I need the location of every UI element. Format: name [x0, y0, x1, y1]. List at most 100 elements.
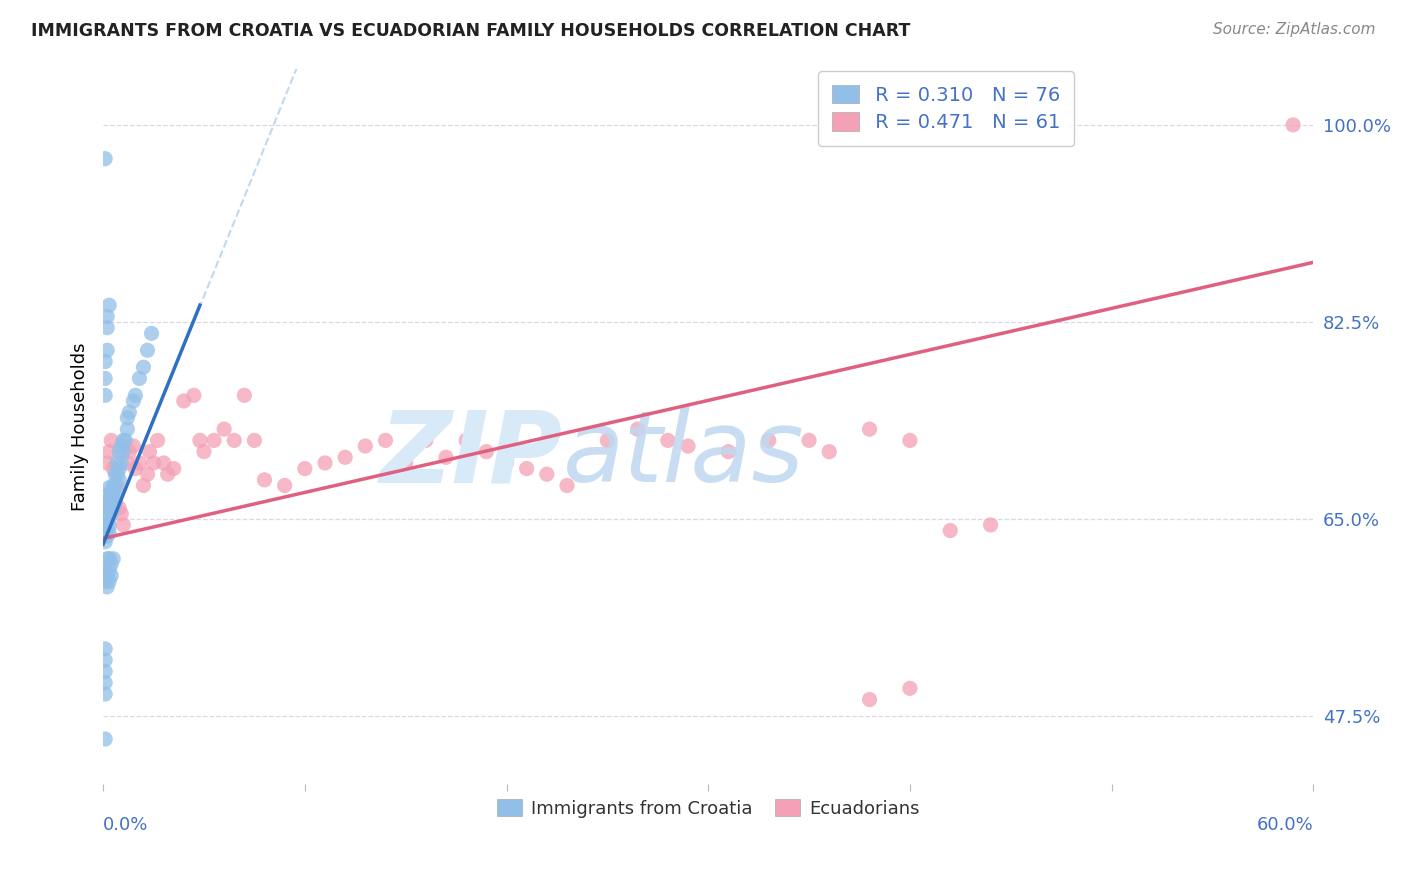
- Point: [98, 501, 121, 516]
- Point: [717, 444, 740, 458]
- Point: [114, 434, 136, 448]
- Point: [104, 490, 127, 504]
- Point: [797, 434, 820, 448]
- Point: [122, 394, 145, 409]
- Point: [333, 450, 356, 465]
- Point: [96, 495, 118, 509]
- Point: [122, 439, 145, 453]
- Point: [100, 491, 122, 506]
- Point: [98, 487, 121, 501]
- Point: [132, 360, 155, 375]
- Point: [117, 456, 139, 470]
- Point: [858, 692, 880, 706]
- Point: [94, 354, 117, 368]
- Point: [110, 507, 132, 521]
- Point: [141, 326, 163, 341]
- Point: [156, 467, 179, 482]
- Point: [96, 310, 118, 324]
- Text: atlas: atlas: [562, 407, 804, 503]
- Point: [626, 422, 648, 436]
- Point: [105, 467, 128, 482]
- Point: [96, 501, 118, 516]
- Point: [136, 467, 159, 482]
- Point: [94, 675, 117, 690]
- Point: [105, 478, 128, 492]
- Point: [100, 484, 122, 499]
- Point: [142, 456, 165, 470]
- Point: [94, 512, 117, 526]
- Point: [104, 478, 127, 492]
- Point: [112, 517, 135, 532]
- Point: [536, 467, 558, 482]
- Point: [456, 434, 478, 448]
- Point: [98, 525, 121, 540]
- Text: ZIP: ZIP: [380, 407, 562, 503]
- Point: [273, 478, 295, 492]
- Point: [173, 394, 195, 409]
- Point: [434, 450, 457, 465]
- Point: [94, 641, 117, 656]
- Y-axis label: Family Households: Family Households: [72, 342, 89, 510]
- Point: [104, 495, 127, 509]
- Point: [105, 484, 128, 499]
- Point: [124, 461, 146, 475]
- Point: [108, 444, 131, 458]
- Point: [980, 517, 1002, 532]
- Point: [94, 388, 117, 402]
- Point: [94, 507, 117, 521]
- Point: [112, 434, 135, 448]
- Point: [1282, 118, 1305, 132]
- Point: [103, 551, 125, 566]
- Point: [103, 501, 125, 516]
- Point: [98, 298, 121, 312]
- Point: [96, 551, 118, 566]
- Point: [100, 507, 122, 521]
- Point: [96, 507, 118, 521]
- Point: [100, 501, 122, 516]
- Text: 60.0%: 60.0%: [1257, 815, 1313, 834]
- Point: [96, 320, 118, 334]
- Point: [188, 434, 211, 448]
- Point: [103, 478, 125, 492]
- Point: [939, 524, 962, 538]
- Point: [193, 444, 215, 458]
- Point: [233, 388, 256, 402]
- Point: [110, 439, 132, 453]
- Point: [224, 434, 246, 448]
- Point: [98, 563, 121, 577]
- Point: [495, 456, 517, 470]
- Point: [100, 434, 122, 448]
- Point: [103, 495, 125, 509]
- Point: [374, 434, 396, 448]
- Point: [354, 439, 377, 453]
- Point: [98, 491, 121, 506]
- Point: [898, 681, 921, 696]
- Point: [96, 515, 118, 529]
- Point: [98, 574, 121, 589]
- Point: [676, 439, 699, 453]
- Text: IMMIGRANTS FROM CROATIA VS ECUADORIAN FAMILY HOUSEHOLDS CORRELATION CHART: IMMIGRANTS FROM CROATIA VS ECUADORIAN FA…: [31, 22, 910, 40]
- Point: [96, 456, 118, 470]
- Point: [758, 434, 780, 448]
- Point: [98, 444, 121, 458]
- Point: [94, 524, 117, 538]
- Point: [253, 473, 276, 487]
- Point: [108, 501, 131, 516]
- Point: [104, 467, 127, 482]
- Point: [128, 371, 150, 385]
- Point: [108, 473, 131, 487]
- Point: [124, 388, 146, 402]
- Point: [132, 478, 155, 492]
- Point: [96, 521, 118, 535]
- Point: [94, 574, 117, 589]
- Point: [243, 434, 266, 448]
- Point: [98, 519, 121, 533]
- Point: [202, 434, 225, 448]
- Point: [94, 152, 117, 166]
- Point: [96, 343, 118, 358]
- Point: [128, 456, 150, 470]
- Point: [294, 461, 316, 475]
- Point: [516, 461, 538, 475]
- Point: [118, 444, 141, 458]
- Point: [94, 665, 117, 679]
